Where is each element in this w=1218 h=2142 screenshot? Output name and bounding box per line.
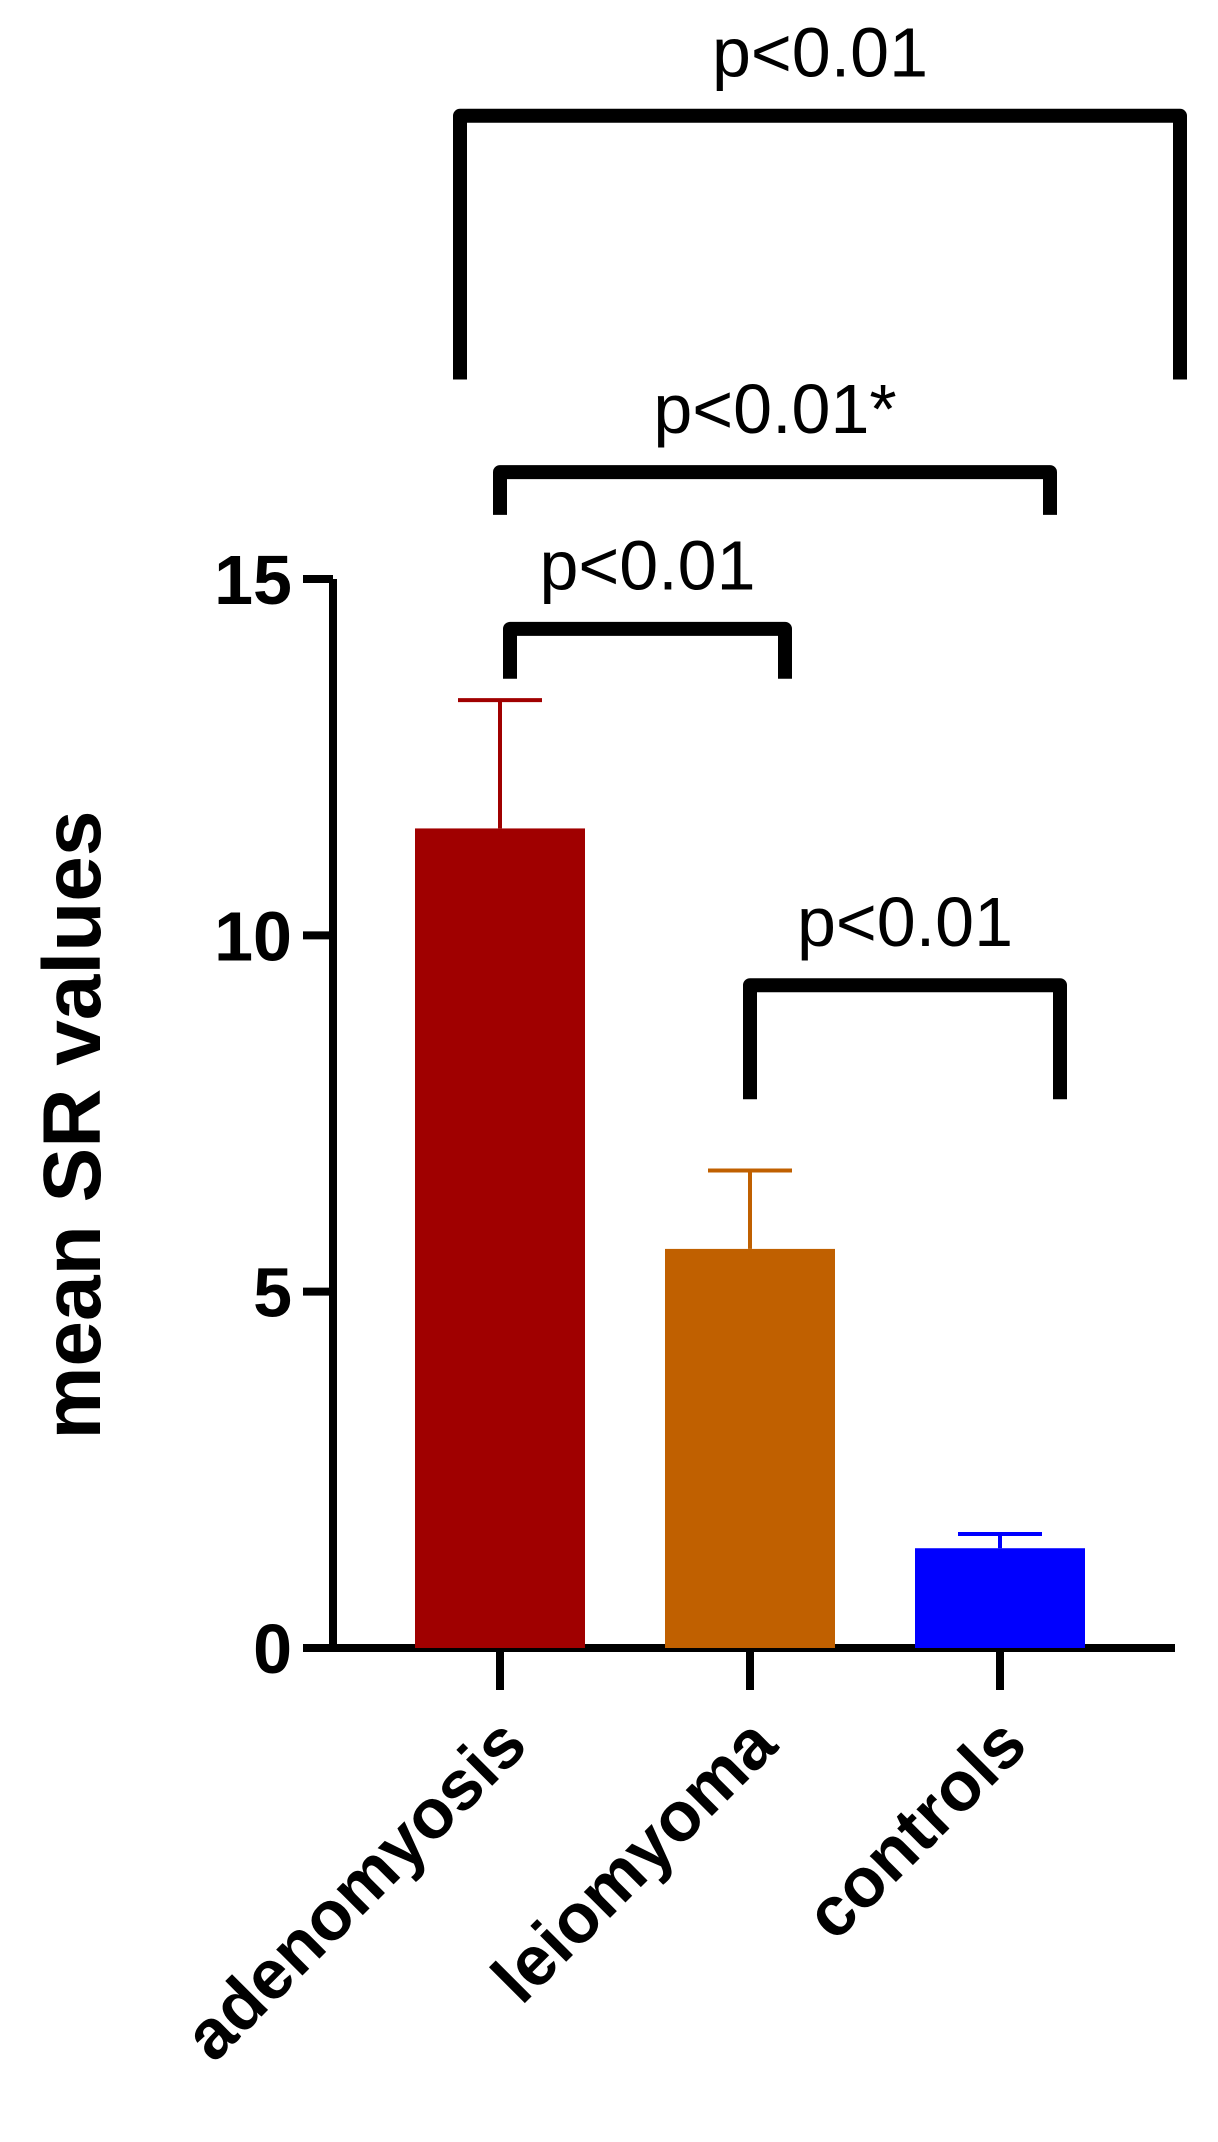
significance-bracket — [743, 978, 1067, 1100]
bar-leiomyoma — [665, 1248, 835, 1648]
y-tick-label: 15 — [214, 541, 292, 619]
y-tick-label: 0 — [253, 1610, 292, 1688]
x-tick-label-controls: controls — [790, 1703, 1040, 1953]
bar-controls — [915, 1548, 1085, 1648]
bar-adenomyosis — [415, 828, 585, 1648]
x-tick-label-adenomyosis: adenomyosis — [169, 1703, 541, 2075]
y-tick-label: 5 — [253, 1254, 292, 1332]
p-value-label: p<0.01* — [653, 370, 896, 448]
p-value-label: p<0.01 — [712, 14, 928, 92]
p-value-label: p<0.01 — [539, 527, 755, 605]
significance-bracket — [453, 108, 1187, 380]
y-axis-label: mean SR values — [27, 811, 118, 1440]
y-tick-label: 10 — [214, 897, 292, 975]
significance-bracket — [493, 465, 1057, 515]
significance-bracket — [503, 621, 792, 679]
p-value-label: p<0.01 — [797, 883, 1013, 961]
